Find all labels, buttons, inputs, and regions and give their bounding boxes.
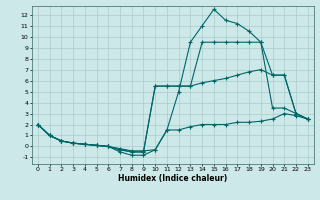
X-axis label: Humidex (Indice chaleur): Humidex (Indice chaleur) — [118, 174, 228, 183]
